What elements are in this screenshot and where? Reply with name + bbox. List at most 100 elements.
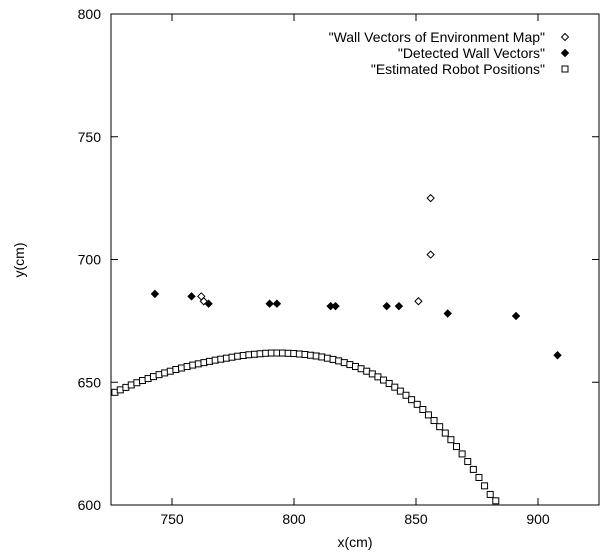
legend-marker [560,48,570,58]
data-point [368,370,376,378]
data-point [187,292,196,301]
data-point [250,350,258,358]
data-point [335,357,343,365]
data-point [194,360,202,368]
data-point [346,361,354,369]
data-point [323,354,331,362]
data-point [380,376,388,384]
x-tick-label: 800 [282,511,306,527]
data-point [211,356,219,364]
x-axis-label: x(cm) [338,534,373,550]
x-tick-label: 750 [160,511,184,527]
data-point [290,350,298,358]
legend-label: "Detected Wall Vectors" [398,45,545,61]
data-point [189,361,197,369]
data-point [391,383,399,391]
data-point [402,391,410,399]
data-point [553,351,562,360]
data-point [256,350,264,358]
data-point [443,309,452,318]
data-point [295,350,303,358]
data-point [239,351,247,359]
data-point [318,353,326,361]
data-point [172,365,180,373]
data-point [382,301,391,311]
data-point [284,349,292,357]
data-point [307,351,315,359]
data-point [133,379,141,387]
data-point [245,351,253,359]
data-point [511,311,521,321]
data-point [453,443,461,451]
data-point [492,497,500,505]
data-point [426,250,435,259]
series-2 [150,289,562,360]
axis-ticks [111,13,599,506]
data-point [127,381,135,389]
y-tick-label: 700 [78,252,102,268]
legend-label: "Wall Vectors of Environment Map" [329,29,545,45]
data-point [469,465,477,473]
data-point [273,349,281,357]
data-point [155,371,163,379]
data-point [394,301,404,311]
data-point [312,352,320,360]
y-tick-label: 800 [78,6,102,22]
data-point [206,357,214,365]
legend-marker [561,65,569,73]
data-point [204,299,213,308]
y-tick-label: 750 [78,129,102,145]
data-point [217,355,225,363]
legend-label: "Estimated Robot Positions" [371,61,545,77]
y-tick-label: 650 [78,374,102,390]
plot-frame [110,13,600,506]
legend-marker [560,32,570,42]
data-point [228,353,236,361]
data-point [363,367,371,375]
data-point [234,352,242,360]
data-point [396,387,404,395]
data-points [111,193,562,505]
series-1 [197,193,435,306]
data-point [414,297,423,306]
data-point [486,490,494,498]
data-point [138,377,146,385]
series-3 [111,349,500,505]
legend: "Wall Vectors of Environment Map""Detect… [329,29,570,77]
data-point [464,458,472,466]
data-point [447,436,455,444]
x-tick-label: 900 [526,511,550,527]
data-point [385,379,393,387]
data-point [279,349,287,357]
data-point [200,359,208,367]
data-point [116,386,124,394]
y-axis-label: y(cm) [11,243,27,278]
data-point [458,450,466,458]
data-point [178,364,186,372]
data-point [408,396,416,404]
data-point [331,301,340,311]
data-point [413,400,421,408]
data-point [149,373,157,381]
data-point [267,349,275,357]
data-point [262,349,270,357]
data-point [424,411,432,419]
data-point [183,363,191,371]
data-point [481,482,489,490]
data-point [351,363,359,371]
data-point [340,359,348,367]
data-point [222,354,230,362]
data-point [374,373,382,381]
data-point [272,299,282,308]
data-point [301,351,309,359]
x-tick-label: 850 [404,511,428,527]
data-point [265,299,274,308]
data-point [166,367,174,375]
axis-tick-labels: 750 800 850 900 600 650 700 750 800 [78,6,550,527]
data-point [357,365,365,373]
data-point [419,406,427,414]
data-point [329,355,337,363]
data-point [150,289,160,299]
y-tick-label: 600 [78,497,102,513]
